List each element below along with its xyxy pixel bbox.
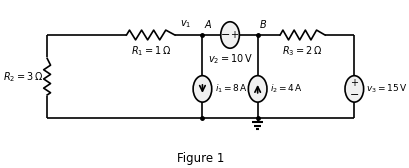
Text: +: + — [349, 78, 357, 88]
Text: Figure 1: Figure 1 — [177, 152, 224, 165]
Text: $v_2=10\,\mathrm{V}$: $v_2=10\,\mathrm{V}$ — [207, 52, 252, 66]
Text: $v_1$: $v_1$ — [180, 18, 191, 30]
Text: +: + — [229, 30, 237, 40]
Text: −: − — [349, 90, 358, 100]
Circle shape — [220, 22, 239, 48]
Text: $i_2=4\,\mathrm{A}$: $i_2=4\,\mathrm{A}$ — [269, 83, 302, 95]
Text: $v_3=15\,\mathrm{V}$: $v_3=15\,\mathrm{V}$ — [366, 83, 407, 95]
Text: $i_1=8\,\mathrm{A}$: $i_1=8\,\mathrm{A}$ — [214, 83, 247, 95]
Text: $R_3=2\,\Omega$: $R_3=2\,\Omega$ — [282, 44, 322, 58]
Text: $R_2=3\,\Omega$: $R_2=3\,\Omega$ — [3, 70, 43, 83]
Circle shape — [344, 76, 363, 102]
Text: A: A — [204, 20, 210, 30]
Circle shape — [193, 76, 211, 102]
Text: −: − — [220, 30, 230, 40]
Circle shape — [248, 76, 266, 102]
Text: B: B — [259, 20, 266, 30]
Text: $R_1=1\,\Omega$: $R_1=1\,\Omega$ — [130, 44, 170, 58]
